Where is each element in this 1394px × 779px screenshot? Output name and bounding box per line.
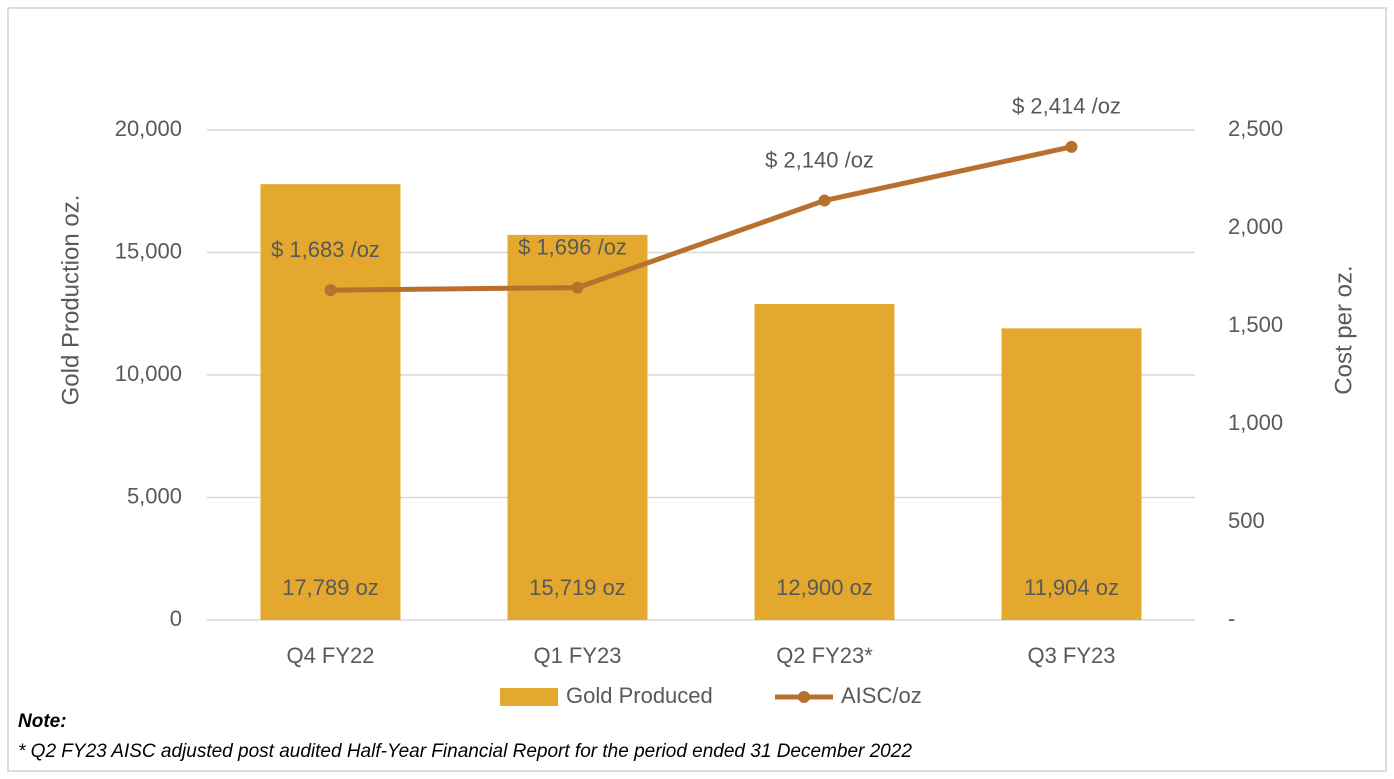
y-axis-title: Gold Production oz. [57,195,84,406]
line-point [324,284,337,297]
y-tick-label: 15,000 [115,238,182,263]
y-tick-label: 0 [170,606,182,631]
x-tick-label: Q1 FY23 [533,643,621,668]
y-tick-label: 5,000 [127,483,182,508]
x-tick-label: Q2 FY23* [776,643,873,668]
line-point [571,281,584,294]
bar [507,234,648,620]
legend-label: AISC/oz [841,683,922,708]
bar-value-label: 17,789 oz [282,575,379,600]
legend-swatch-point [798,691,810,703]
y-tick-label: 10,000 [115,361,182,386]
bar [1001,328,1142,620]
y2-tick-label: 1,500 [1228,312,1283,337]
line-point [818,194,831,207]
line [330,144,1073,293]
x-tick-label: Q4 FY22 [286,643,374,668]
legend-label: Gold Produced [566,683,713,708]
y2-tick-label: 500 [1228,508,1265,533]
y2-axis-title: Cost per oz. [1330,265,1357,394]
chart-border [7,7,1387,772]
line-value-label: $ 1,696 /oz [518,234,627,259]
line-value-label: $ 2,414 /oz [1012,94,1121,119]
y2-tick-label: 2,500 [1228,116,1283,141]
y-tick-label: 20,000 [115,116,182,141]
y2-tick-label: - [1228,606,1235,631]
bar-value-label: 11,904 oz [1024,575,1119,600]
note-title: Note: [18,711,67,732]
y2-tick-label: 2,000 [1228,214,1283,239]
bar-value-label: 12,900 oz [776,575,873,600]
line-value-label: $ 2,140 /oz [765,147,874,172]
line-point [1065,140,1078,153]
bar [754,303,895,620]
legend-swatch [500,688,558,706]
bar [260,184,401,620]
bar-value-label: 15,719 oz [529,575,626,600]
y2-tick-label: 1,000 [1228,410,1283,435]
line-value-label: $ 1,683 /oz [271,237,380,262]
x-tick-label: Q3 FY23 [1027,643,1115,668]
note: * Q2 FY23 AISC adjusted post audited Hal… [18,741,912,762]
